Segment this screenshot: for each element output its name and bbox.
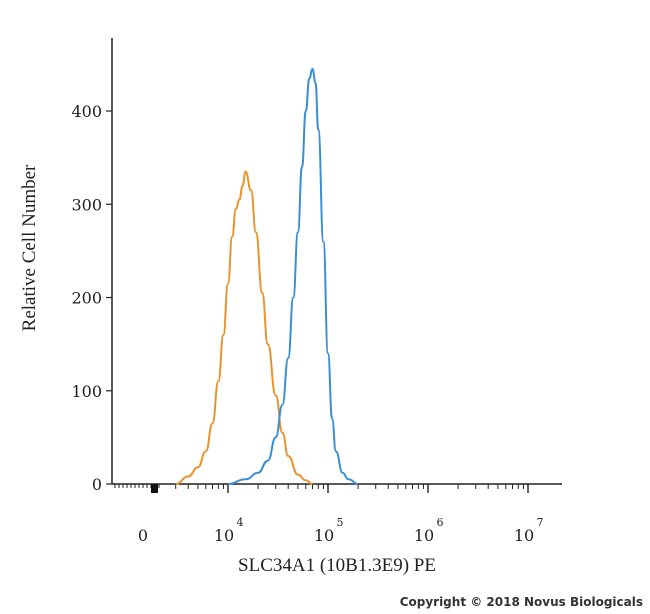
x-tick-exponent: 7 <box>537 516 544 529</box>
x-tick-label: 10 <box>514 526 534 545</box>
x-tick-label: 10 <box>214 526 234 545</box>
x-minor-ticks <box>114 484 529 493</box>
y-tick-label: 200 <box>71 289 102 308</box>
axes <box>111 38 562 485</box>
copyright-notice: Copyright © 2018 Novus Biologicals <box>400 595 643 609</box>
series-2-curve <box>227 67 359 485</box>
x-tick-label: 0 <box>138 526 148 545</box>
y-tick-label: 100 <box>71 382 102 401</box>
y-axis-label: Relative Cell Number <box>19 164 40 331</box>
x-tick-exponent: 4 <box>237 516 244 529</box>
series-layer <box>175 67 359 485</box>
y-ticks: 0 100 200 300 400 <box>71 102 112 494</box>
x-tick-exponent: 5 <box>337 516 344 529</box>
x-axis-label: SLC34A1 (10B1.3E9) PE <box>238 555 436 576</box>
x-tick-label: 10 <box>314 526 334 545</box>
series-1-curve <box>175 170 313 485</box>
y-tick-label: 0 <box>92 475 102 494</box>
y-tick-label: 300 <box>71 195 102 214</box>
x-zero-marker <box>151 484 158 493</box>
x-tick-label: 10 <box>414 526 434 545</box>
x-tick-exponent: 6 <box>437 516 444 529</box>
y-tick-label: 400 <box>71 102 102 121</box>
